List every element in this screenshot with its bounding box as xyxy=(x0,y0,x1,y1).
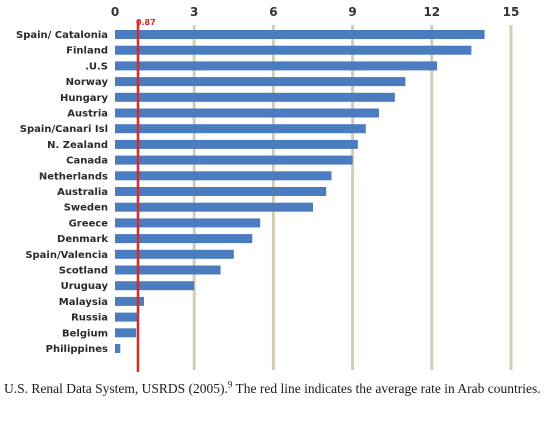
bars xyxy=(115,30,485,353)
category-label-russia: Russia xyxy=(71,313,108,324)
x-tick-label-12: 12 xyxy=(423,5,440,19)
bar-greece xyxy=(115,218,261,228)
bar-uruguay xyxy=(115,281,195,291)
bar-n-zealand xyxy=(115,139,358,149)
category-label-denmark: Denmark xyxy=(57,234,108,245)
chart-frame: 0 3 6 9 12 15 Spain/ Catalonia Finland .U.S Norw… xyxy=(16,5,520,372)
x-axis-ticks: 0 3 6 9 12 15 xyxy=(111,5,520,19)
category-label-austria: Austria xyxy=(67,109,108,120)
caption-note: The red line indicates the average rate … xyxy=(232,381,541,396)
x-tick-label-15: 15 xyxy=(503,5,520,19)
category-label-netherlands: Netherlands xyxy=(39,171,108,182)
reference-line-label: 0.87 xyxy=(136,18,156,27)
bar-spain-canari-isl xyxy=(115,124,366,134)
category-label-spain-valencia: Spain/Valencia xyxy=(25,250,108,261)
reference-line-group: 0.87 xyxy=(136,18,156,372)
category-label-philippines: Philippines xyxy=(46,344,108,355)
category-label-australia: Australia xyxy=(57,187,108,198)
category-label-n-zealand: N. Zealand xyxy=(47,140,108,151)
category-label-hungary: Hungary xyxy=(60,93,108,104)
bar-canada xyxy=(115,155,353,165)
bar-denmark xyxy=(115,234,253,244)
category-label-uruguay: Uruguay xyxy=(61,281,109,292)
grid-lines xyxy=(192,25,513,370)
bar-u-s xyxy=(115,61,438,71)
caption-source: U.S. Renal Data System, USRDS (2005). xyxy=(4,381,228,396)
bar-sweden xyxy=(115,202,313,212)
category-label-scotland: Scotland xyxy=(59,266,108,277)
caption-reference-number: 9 xyxy=(227,379,233,390)
category-label-belgium: Belgium xyxy=(62,328,108,339)
x-tick-label-6: 6 xyxy=(269,5,277,19)
bar-scotland xyxy=(115,265,221,275)
bar-netherlands xyxy=(115,171,332,181)
x-tick-label-9: 9 xyxy=(348,5,356,19)
bar-spain-catalonia xyxy=(115,30,485,39)
bar-austria xyxy=(115,108,379,118)
category-label-spain-catalonia: Spain/ Catalonia xyxy=(16,30,108,41)
bar-philippines xyxy=(115,344,121,353)
x-tick-label-0: 0 xyxy=(111,5,119,19)
bar-finland xyxy=(115,45,472,55)
category-labels: Spain/ Catalonia Finland .U.S Norway Hungary… xyxy=(16,30,108,355)
bar-hungary xyxy=(115,92,395,102)
x-tick-label-3: 3 xyxy=(190,5,198,19)
category-label-greece: Greece xyxy=(69,218,109,229)
category-label-u-s: .U.S xyxy=(85,61,108,72)
category-label-finland: Finland xyxy=(66,46,108,57)
bar-australia xyxy=(115,187,327,196)
bar-russia xyxy=(115,312,139,322)
category-label-malaysia: Malaysia xyxy=(59,297,108,308)
category-label-canada: Canada xyxy=(66,156,108,167)
bar-belgium xyxy=(115,328,137,338)
bar-chart: 0 3 6 9 12 15 Spain/ Catalonia Finland .U.S Norw… xyxy=(16,5,520,372)
bar-malaysia xyxy=(115,296,145,306)
category-label-norway: Norway xyxy=(66,77,109,88)
bar-spain-valencia xyxy=(115,249,234,259)
category-label-sweden: Sweden xyxy=(64,203,108,214)
figure-caption: U.S. Renal Data System, USRDS (2005).9 T… xyxy=(4,380,544,398)
bar-norway xyxy=(115,77,406,87)
category-label-spain-canari-isl: Spain/Canari Isl xyxy=(20,124,108,135)
